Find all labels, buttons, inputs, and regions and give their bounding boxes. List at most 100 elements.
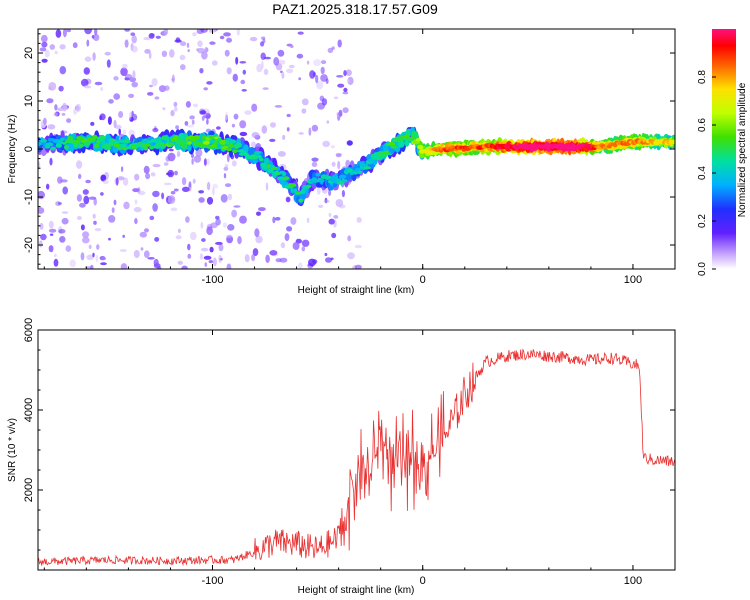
- noise-speckle: [201, 51, 208, 60]
- noise-speckle: [223, 173, 227, 179]
- noise-speckle: [347, 252, 355, 260]
- colorbar-tick-label: 0.6: [697, 118, 708, 132]
- noise-speckle: [215, 215, 220, 220]
- noise-speckle: [254, 228, 260, 238]
- noise-speckle: [224, 164, 229, 168]
- noise-speckle: [233, 113, 239, 120]
- noise-speckle: [191, 158, 194, 165]
- noise-speckle: [82, 189, 89, 195]
- noise-speckle: [100, 192, 104, 196]
- noise-speckle: [298, 132, 304, 135]
- ridge-cell-layer-2: [224, 140, 230, 145]
- noise-speckle: [311, 157, 319, 162]
- ridge-cell-layer-2: [199, 144, 207, 149]
- ridge-cell-layer-2: [380, 153, 388, 158]
- noise-speckle: [152, 163, 161, 168]
- noise-speckle: [316, 80, 324, 90]
- snr-background: [38, 330, 675, 570]
- spectrogram-x-tick-label: 0: [420, 274, 426, 286]
- noise-speckle: [55, 29, 62, 38]
- noise-speckle: [58, 229, 66, 234]
- noise-speckle: [198, 190, 205, 194]
- ridge-cell-layer-2: [271, 166, 278, 171]
- noise-speckle: [80, 252, 85, 261]
- noise-speckle: [143, 37, 151, 41]
- noise-speckle: [265, 182, 269, 191]
- noise-speckle: [209, 41, 216, 45]
- noise-speckle: [208, 260, 214, 264]
- noise-speckle: [235, 56, 239, 65]
- noise-speckle: [277, 151, 286, 157]
- noise-speckle: [39, 47, 47, 52]
- noise-speckle: [200, 221, 204, 229]
- noise-speckle: [347, 235, 352, 242]
- ridge-cell-layer-2: [415, 138, 421, 142]
- noise-speckle: [44, 49, 50, 58]
- ridge-cell-layer-2: [290, 183, 297, 187]
- noise-speckle: [180, 64, 186, 71]
- noise-speckle: [140, 247, 144, 251]
- noise-speckle: [236, 29, 240, 36]
- noise-speckle: [86, 39, 90, 47]
- colorbar-gradient: [712, 29, 736, 269]
- noise-speckle: [263, 68, 269, 75]
- noise-speckle: [104, 51, 111, 56]
- noise-speckle: [59, 66, 67, 75]
- ridge-cell-layer-2: [67, 135, 74, 141]
- noise-speckle: [200, 247, 209, 252]
- noise-speckle: [343, 70, 347, 77]
- noise-speckle: [48, 86, 53, 91]
- noise-speckle: [301, 98, 309, 106]
- noise-speckle: [323, 200, 330, 203]
- noise-speckle: [53, 258, 59, 267]
- noise-speckle: [145, 173, 151, 180]
- noise-speckle: [203, 87, 208, 91]
- noise-speckle: [94, 228, 102, 232]
- ridge-cell-layer-2: [410, 135, 415, 140]
- noise-speckle: [149, 215, 155, 221]
- ridge-cell-layer-2: [267, 169, 274, 173]
- noise-speckle: [196, 48, 199, 51]
- noise-speckle: [94, 81, 103, 86]
- ridge-cell-layer-2: [45, 142, 54, 147]
- noise-speckle: [175, 235, 182, 240]
- ridge-cell-layer-2: [187, 141, 192, 145]
- noise-speckle: [209, 246, 214, 253]
- noise-speckle: [345, 69, 352, 76]
- noise-speckle: [167, 169, 175, 178]
- noise-speckle: [76, 194, 82, 202]
- noise-speckle: [225, 234, 233, 238]
- ridge-cell-layer-2: [169, 142, 175, 147]
- noise-speckle: [261, 125, 268, 134]
- ridge-cell-layer-2: [92, 134, 98, 140]
- noise-speckle: [239, 215, 247, 224]
- noise-speckle: [208, 29, 213, 34]
- noise-speckle: [298, 262, 303, 269]
- noise-speckle: [168, 148, 174, 152]
- noise-speckle: [180, 41, 187, 47]
- noise-speckle: [163, 162, 169, 166]
- noise-speckle: [92, 252, 95, 258]
- noise-speckle: [220, 194, 228, 203]
- noise-speckle: [164, 182, 172, 186]
- spectrogram-y-label: Frequency (Hz): [7, 115, 18, 184]
- noise-speckle: [213, 29, 217, 32]
- noise-speckle: [132, 70, 136, 79]
- noise-speckle: [199, 68, 204, 74]
- noise-speckle: [177, 260, 183, 265]
- noise-speckle: [308, 127, 312, 136]
- noise-speckle: [69, 259, 76, 268]
- noise-speckle: [306, 217, 310, 223]
- noise-speckle: [131, 35, 137, 44]
- noise-speckle: [90, 264, 94, 269]
- ridge-cell-layer-2: [228, 142, 234, 149]
- snr-y-tick-label: 2000: [23, 478, 35, 502]
- noise-speckle: [330, 145, 336, 149]
- noise-speckle: [186, 124, 194, 128]
- noise-speckle: [226, 263, 232, 269]
- noise-speckle: [94, 29, 98, 36]
- colorbar-tick-label: 0.8: [697, 70, 708, 84]
- noise-speckle: [48, 220, 54, 229]
- noise-speckle: [206, 181, 211, 191]
- noise-speckle: [342, 107, 349, 114]
